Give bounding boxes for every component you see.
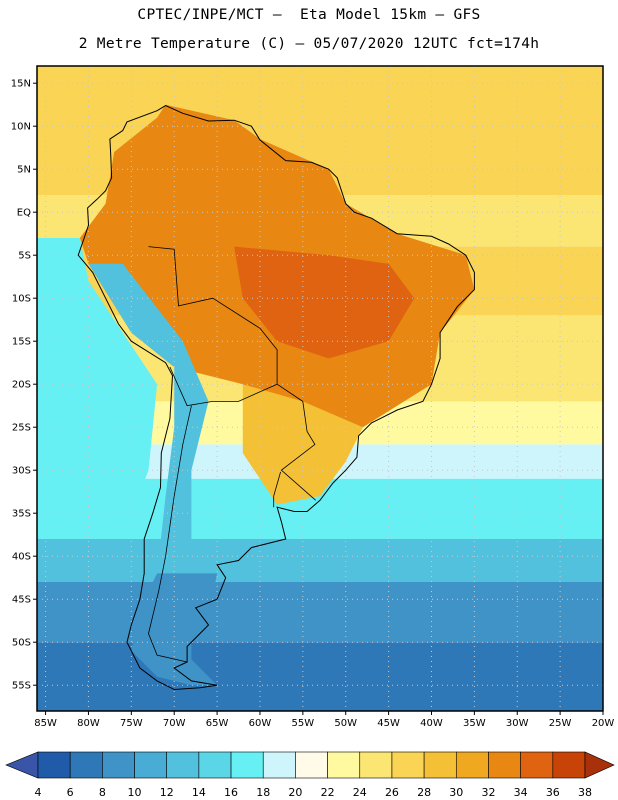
- lat-tick-label: 55S: [12, 681, 31, 692]
- lat-tick-label: 35S: [12, 509, 31, 520]
- colorbar-swatch: [488, 751, 521, 779]
- colorbar-swatch: [520, 751, 554, 779]
- lon-tick-label: 75W: [120, 718, 143, 729]
- lon-tick-label: 60W: [249, 718, 272, 729]
- lon-tick-label: 45W: [377, 718, 400, 729]
- colorbar-label: 10: [128, 786, 142, 799]
- lat-tick-label: 5N: [17, 165, 31, 176]
- lat-tick-label: 15S: [12, 337, 31, 348]
- colorbar-label: 36: [546, 786, 560, 799]
- country-border: [273, 471, 281, 508]
- colorbar-label: 4: [35, 786, 42, 799]
- colorbar-swatch: [359, 751, 393, 779]
- colorbar-label: 6: [67, 786, 74, 799]
- colorbar-swatch: [391, 751, 425, 779]
- colorbar-swatch: [552, 751, 586, 779]
- map-frame: [36, 65, 604, 712]
- land-region-andes: [88, 263, 209, 574]
- lat-tick-label: 15N: [11, 79, 31, 90]
- lon-tick-label: 55W: [292, 718, 315, 729]
- temperature-band: [37, 539, 603, 582]
- lat-tick-label: 5S: [18, 251, 31, 262]
- lon-tick-label: 80W: [77, 718, 100, 729]
- lat-tick-label: 10S: [12, 294, 31, 305]
- colorbar-label: 24: [353, 786, 367, 799]
- chart-title-line2: 2 Metre Temperature (C) – 05/07/2020 12U…: [78, 36, 540, 52]
- country-border: [148, 405, 192, 663]
- lon-tick-label: 30W: [506, 718, 529, 729]
- colorbar-swatch: [69, 751, 103, 779]
- colorbar-swatch: [134, 751, 168, 779]
- lon-tick-label: 70W: [163, 718, 186, 729]
- land-region-patagonia: [131, 573, 218, 686]
- colorbar-label: 20: [288, 786, 302, 799]
- pacific-cool-region: [37, 238, 158, 539]
- lat-tick-label: 50S: [12, 638, 31, 649]
- colorbar-label: 34: [514, 786, 528, 799]
- colorbar-swatch: [230, 751, 264, 779]
- land-region-southern-brazil: [242, 384, 363, 505]
- colorbar-over-arrow: [584, 751, 615, 779]
- lon-tick-label: 35W: [463, 718, 486, 729]
- colorbar-swatch: [102, 751, 135, 779]
- lat-tick-label: 40S: [12, 552, 31, 563]
- colorbar-label: 32: [481, 786, 495, 799]
- colorbar-swatch: [455, 751, 489, 779]
- lon-tick-label: 65W: [206, 718, 229, 729]
- lon-tick-label: 20W: [592, 718, 615, 729]
- lat-tick-label: 25S: [12, 423, 31, 434]
- colorbar-label: 38: [578, 786, 592, 799]
- colorbar-swatch: [198, 751, 232, 779]
- lon-tick-label: 50W: [334, 718, 357, 729]
- chart-title-line1: CPTEC/INPE/MCT – Eta Model 15km – GFS: [137, 7, 481, 23]
- colorbar-label: 30: [449, 786, 463, 799]
- lat-tick-label: 30S: [12, 466, 31, 477]
- lat-tick-label: EQ: [17, 208, 31, 219]
- colorbar-swatch: [37, 751, 71, 779]
- coastline: [77, 105, 475, 691]
- colorbar-label: 18: [256, 786, 270, 799]
- temperature-band: [37, 642, 603, 711]
- temperature-band: [37, 582, 603, 643]
- country-border: [169, 366, 278, 407]
- colorbar-under-arrow: [5, 751, 39, 779]
- lon-tick-label: 25W: [549, 718, 572, 729]
- colorbar-swatch: [327, 751, 361, 779]
- lon-tick-label: 40W: [420, 718, 443, 729]
- colorbar-label: 28: [417, 786, 431, 799]
- colorbar-label: 12: [160, 786, 174, 799]
- lat-tick-label: 10N: [11, 122, 31, 133]
- colorbar-label: 8: [99, 786, 106, 799]
- colorbar-swatch: [166, 751, 200, 779]
- land-region-central-brazil: [234, 246, 415, 359]
- lat-tick-label: 20S: [12, 380, 31, 391]
- colorbar-label: 22: [321, 786, 335, 799]
- country-border: [148, 246, 316, 501]
- colorbar-label: 26: [385, 786, 399, 799]
- colorbar-swatch: [262, 751, 296, 779]
- colorbar-label: 14: [192, 786, 206, 799]
- lon-tick-label: 85W: [34, 718, 57, 729]
- colorbar-label: 16: [224, 786, 238, 799]
- colorbar-swatch: [295, 751, 328, 779]
- lat-tick-label: 45S: [12, 595, 31, 606]
- colorbar-swatch: [423, 751, 457, 779]
